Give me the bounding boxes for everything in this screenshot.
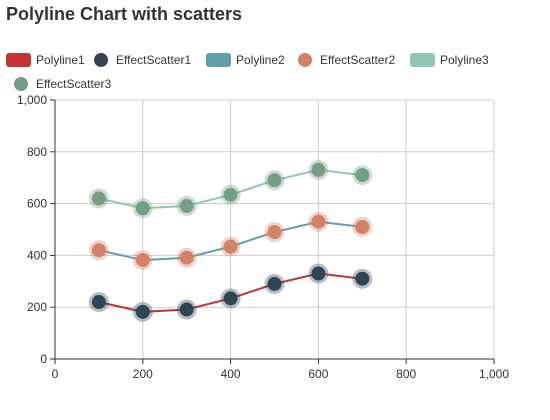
scatter-point bbox=[355, 168, 370, 183]
scatter-point bbox=[179, 250, 194, 265]
x-tick-label: 400 bbox=[221, 367, 241, 381]
legend-label: EffectScatter2 bbox=[320, 53, 396, 67]
y-tick-label: 800 bbox=[27, 145, 47, 159]
scatter-point bbox=[311, 162, 326, 177]
legend-dot-icon bbox=[298, 53, 312, 67]
series-group bbox=[88, 159, 373, 322]
series-scatter-effectscatter3 bbox=[88, 159, 373, 219]
legend-swatch-icon bbox=[206, 53, 231, 67]
y-tick-label: 0 bbox=[40, 352, 47, 366]
scatter-point bbox=[91, 243, 106, 258]
y-tick-label: 600 bbox=[27, 197, 47, 211]
axes bbox=[50, 99, 495, 364]
series-scatter-effectscatter1 bbox=[88, 263, 373, 322]
series-scatter-effectscatter2 bbox=[88, 211, 373, 271]
scatter-point bbox=[179, 198, 194, 213]
scatter-point bbox=[223, 239, 238, 254]
legend-label: EffectScatter3 bbox=[36, 77, 112, 91]
scatter-point bbox=[311, 266, 326, 281]
scatter-point bbox=[355, 271, 370, 286]
scatter-point bbox=[91, 295, 106, 310]
grid-lines bbox=[55, 99, 495, 359]
scatter-point bbox=[267, 173, 282, 188]
legend-label: EffectScatter1 bbox=[116, 53, 192, 67]
scatter-point bbox=[223, 187, 238, 202]
y-tick-label: 200 bbox=[27, 300, 47, 314]
scatter-point bbox=[135, 304, 150, 319]
y-tick-label: 1,000 bbox=[17, 93, 47, 107]
scatter-point bbox=[179, 302, 194, 317]
x-tick-label: 800 bbox=[396, 367, 416, 381]
scatter-point bbox=[223, 291, 238, 306]
x-tick-label: 200 bbox=[133, 367, 153, 381]
x-tick-label: 0 bbox=[52, 367, 59, 381]
x-tick-labels: 0 200 400 600 800 1,000 bbox=[52, 367, 510, 381]
scatter-point bbox=[267, 276, 282, 291]
legend-dot-icon bbox=[94, 53, 108, 67]
scatter-point bbox=[135, 253, 150, 268]
legend-label: Polyline1 bbox=[36, 53, 85, 67]
legend-swatch-icon bbox=[410, 53, 435, 67]
legend-label: Polyline2 bbox=[236, 53, 285, 67]
legend-dot-icon bbox=[14, 77, 28, 91]
chart-title: Polyline Chart with scatters bbox=[6, 4, 243, 24]
y-tick-label: 400 bbox=[27, 248, 47, 262]
x-tick-label: 1,000 bbox=[479, 367, 509, 381]
scatter-point bbox=[135, 201, 150, 216]
legend-label: Polyline3 bbox=[440, 53, 489, 67]
scatter-point bbox=[355, 219, 370, 234]
y-tick-labels: 0 200 400 600 800 1,000 bbox=[17, 93, 47, 366]
scatter-point bbox=[267, 225, 282, 240]
legend-swatch-icon bbox=[6, 53, 31, 67]
scatter-point bbox=[91, 191, 106, 206]
x-tick-label: 600 bbox=[308, 367, 328, 381]
scatter-point bbox=[311, 214, 326, 229]
